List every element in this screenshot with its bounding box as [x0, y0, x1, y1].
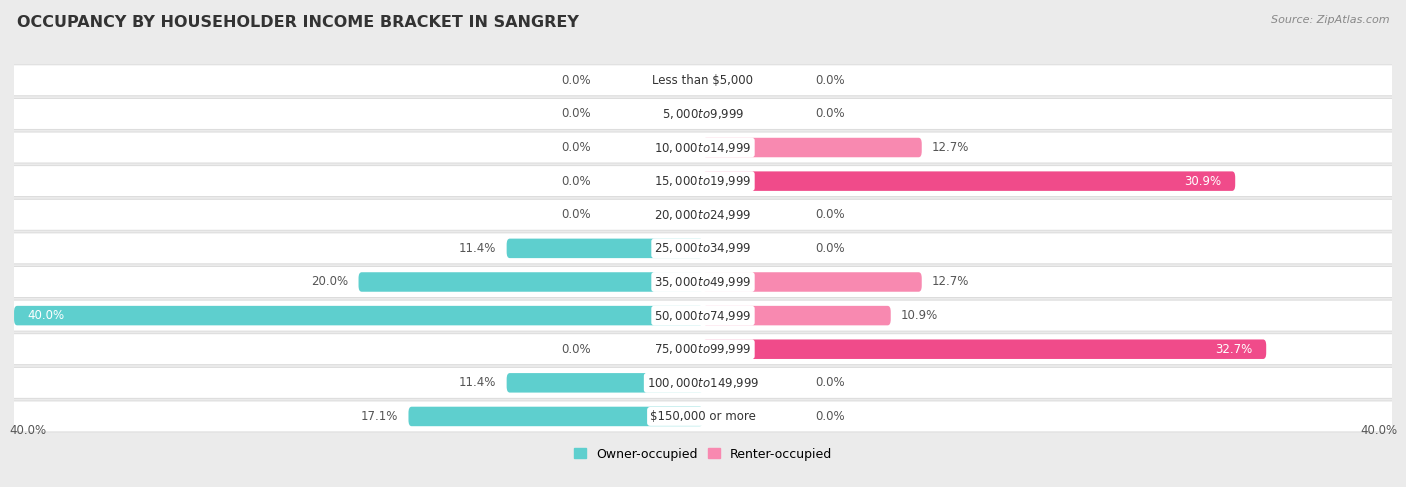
FancyBboxPatch shape	[703, 306, 891, 325]
Text: 12.7%: 12.7%	[932, 276, 970, 288]
Text: 10.9%: 10.9%	[901, 309, 938, 322]
FancyBboxPatch shape	[703, 272, 922, 292]
Text: 40.0%: 40.0%	[1360, 424, 1398, 437]
FancyBboxPatch shape	[6, 233, 1400, 264]
FancyBboxPatch shape	[14, 306, 703, 325]
Text: $20,000 to $24,999: $20,000 to $24,999	[654, 208, 752, 222]
Text: 0.0%: 0.0%	[815, 208, 845, 221]
Text: $75,000 to $99,999: $75,000 to $99,999	[654, 342, 752, 356]
Text: $5,000 to $9,999: $5,000 to $9,999	[662, 107, 744, 121]
Text: 0.0%: 0.0%	[815, 376, 845, 389]
FancyBboxPatch shape	[6, 199, 1400, 230]
Text: Source: ZipAtlas.com: Source: ZipAtlas.com	[1271, 15, 1389, 25]
Text: $25,000 to $34,999: $25,000 to $34,999	[654, 242, 752, 255]
FancyBboxPatch shape	[359, 272, 703, 292]
Text: 0.0%: 0.0%	[815, 108, 845, 120]
Text: 20.0%: 20.0%	[311, 276, 349, 288]
Text: 0.0%: 0.0%	[561, 108, 591, 120]
Text: 30.9%: 30.9%	[1184, 175, 1222, 187]
FancyBboxPatch shape	[506, 373, 703, 393]
FancyBboxPatch shape	[506, 239, 703, 258]
FancyBboxPatch shape	[6, 367, 1400, 398]
Text: Less than $5,000: Less than $5,000	[652, 74, 754, 87]
Text: 0.0%: 0.0%	[561, 141, 591, 154]
Text: $50,000 to $74,999: $50,000 to $74,999	[654, 309, 752, 322]
FancyBboxPatch shape	[6, 300, 1400, 331]
FancyBboxPatch shape	[6, 401, 1400, 432]
Text: 0.0%: 0.0%	[561, 175, 591, 187]
Text: $150,000 or more: $150,000 or more	[650, 410, 756, 423]
FancyBboxPatch shape	[703, 138, 922, 157]
Text: 40.0%: 40.0%	[28, 309, 65, 322]
Text: 11.4%: 11.4%	[458, 376, 496, 389]
FancyBboxPatch shape	[409, 407, 703, 426]
Text: $100,000 to $149,999: $100,000 to $149,999	[647, 376, 759, 390]
FancyBboxPatch shape	[703, 171, 1236, 191]
Text: 0.0%: 0.0%	[815, 410, 845, 423]
Text: OCCUPANCY BY HOUSEHOLDER INCOME BRACKET IN SANGREY: OCCUPANCY BY HOUSEHOLDER INCOME BRACKET …	[17, 15, 579, 30]
Text: 0.0%: 0.0%	[815, 242, 845, 255]
FancyBboxPatch shape	[6, 65, 1400, 96]
Text: 0.0%: 0.0%	[561, 74, 591, 87]
Text: 0.0%: 0.0%	[561, 208, 591, 221]
FancyBboxPatch shape	[703, 339, 1267, 359]
Text: $10,000 to $14,999: $10,000 to $14,999	[654, 141, 752, 154]
Text: 32.7%: 32.7%	[1215, 343, 1253, 356]
Text: 12.7%: 12.7%	[932, 141, 970, 154]
FancyBboxPatch shape	[6, 334, 1400, 365]
Text: 11.4%: 11.4%	[458, 242, 496, 255]
FancyBboxPatch shape	[6, 132, 1400, 163]
FancyBboxPatch shape	[6, 98, 1400, 130]
Text: $15,000 to $19,999: $15,000 to $19,999	[654, 174, 752, 188]
Text: 17.1%: 17.1%	[361, 410, 398, 423]
Text: 0.0%: 0.0%	[815, 74, 845, 87]
Legend: Owner-occupied, Renter-occupied: Owner-occupied, Renter-occupied	[574, 448, 832, 461]
Text: 0.0%: 0.0%	[561, 343, 591, 356]
FancyBboxPatch shape	[6, 266, 1400, 298]
FancyBboxPatch shape	[6, 166, 1400, 197]
Text: $35,000 to $49,999: $35,000 to $49,999	[654, 275, 752, 289]
Text: 40.0%: 40.0%	[8, 424, 46, 437]
